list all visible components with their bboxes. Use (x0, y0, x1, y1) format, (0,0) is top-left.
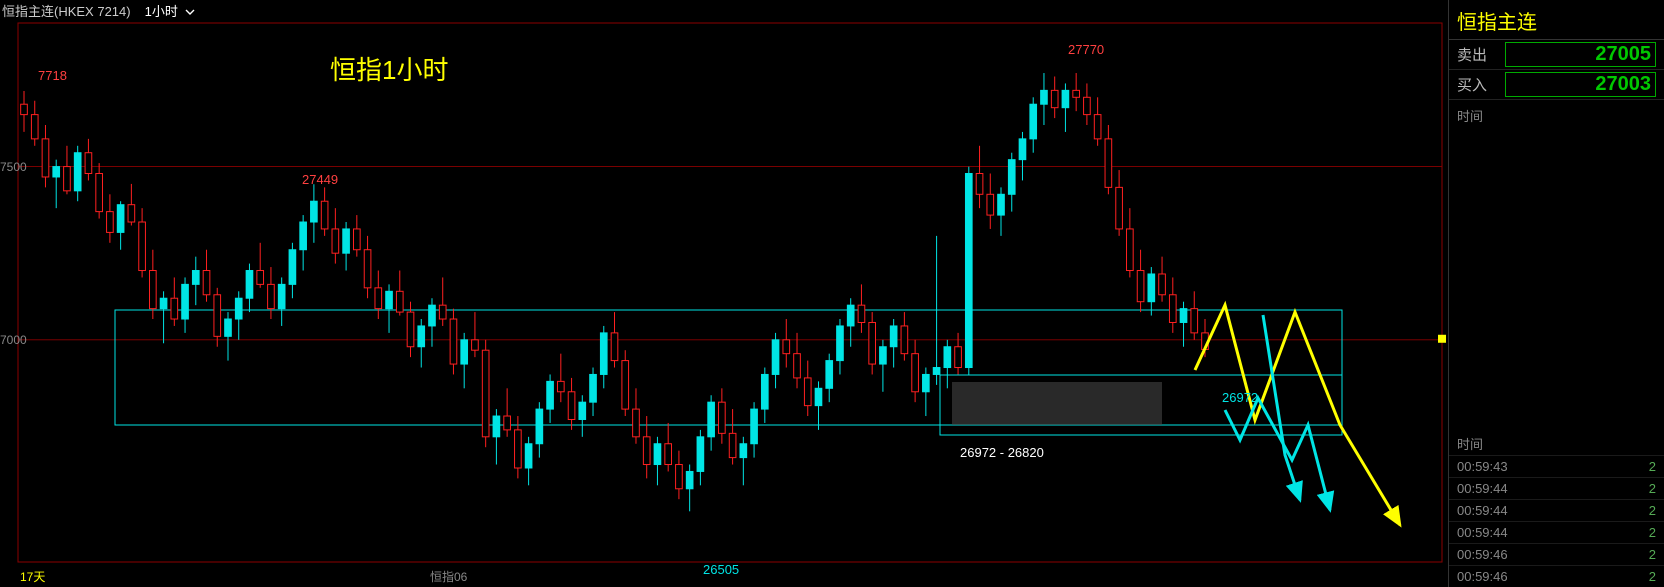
time-value: 00:59:44 (1457, 481, 1508, 496)
time-row: 00:59:46 2 (1449, 565, 1664, 587)
price-annotation: 27449 (302, 172, 338, 187)
candlestick-svg (0, 20, 1448, 587)
time-volume: 2 (1649, 503, 1656, 518)
chart-area[interactable]: 7500 7000 恒指1小时 7718 27449 27770 26972 26972 … (0, 20, 1448, 587)
buy-value: 27003 (1505, 72, 1656, 97)
time-value: 00:59:43 (1457, 459, 1508, 474)
y-axis-tick: 7500 (0, 160, 27, 174)
time-row: 00:59:46 2 (1449, 543, 1664, 565)
price-annotation: 26972 (1222, 390, 1258, 405)
time-volume: 2 (1649, 459, 1656, 474)
time-row: 00:59:44 2 (1449, 521, 1664, 543)
time-row: 00:59:44 2 (1449, 499, 1664, 521)
time-value: 00:59:46 (1457, 547, 1508, 562)
y-axis-tick: 7000 (0, 333, 27, 347)
price-annotation: 27770 (1068, 42, 1104, 57)
price-annotation: 26972 - 26820 (960, 445, 1044, 460)
panel-title: 恒指主连 (1449, 0, 1664, 40)
chevron-down-icon (185, 4, 195, 19)
footer-days: 17天 (20, 568, 45, 585)
time-section-label-2: 时间 (1449, 428, 1664, 455)
sell-value: 27005 (1505, 42, 1656, 67)
sell-label: 卖出 (1457, 44, 1501, 65)
chart-header: 恒指主连(HKEX 7214) 1小时 (0, 0, 195, 20)
timeframe-label: 1小时 (145, 4, 178, 19)
time-row: 00:59:44 2 (1449, 477, 1664, 499)
chart-title-overlay: 恒指1小时 (330, 50, 448, 87)
price-annotation: 26505 (703, 562, 739, 577)
buy-row[interactable]: 买入 27003 (1449, 70, 1664, 100)
symbol-label: 恒指主连(HKEX 7214) (2, 1, 131, 20)
time-volume: 2 (1649, 481, 1656, 496)
time-row: 00:59:43 2 (1449, 455, 1664, 477)
buy-label: 买入 (1457, 74, 1501, 95)
price-annotation: 7718 (38, 68, 67, 83)
sell-row[interactable]: 卖出 27005 (1449, 40, 1664, 70)
time-value: 00:59:46 (1457, 569, 1508, 584)
time-value: 00:59:44 (1457, 525, 1508, 540)
time-volume: 2 (1649, 569, 1656, 584)
time-list: 时间 00:59:43200:59:44200:59:44200:59:4420… (1449, 428, 1664, 587)
time-value: 00:59:44 (1457, 503, 1508, 518)
time-volume: 2 (1649, 525, 1656, 540)
time-section-label: 时间 (1449, 100, 1664, 127)
time-volume: 2 (1649, 547, 1656, 562)
footer-center-label: 恒指06 (430, 568, 467, 585)
right-panel: 恒指主连 卖出 27005 买入 27003 时间 时间 00:59:43200… (1448, 0, 1664, 587)
timeframe-selector[interactable]: 1小时 (145, 1, 196, 20)
